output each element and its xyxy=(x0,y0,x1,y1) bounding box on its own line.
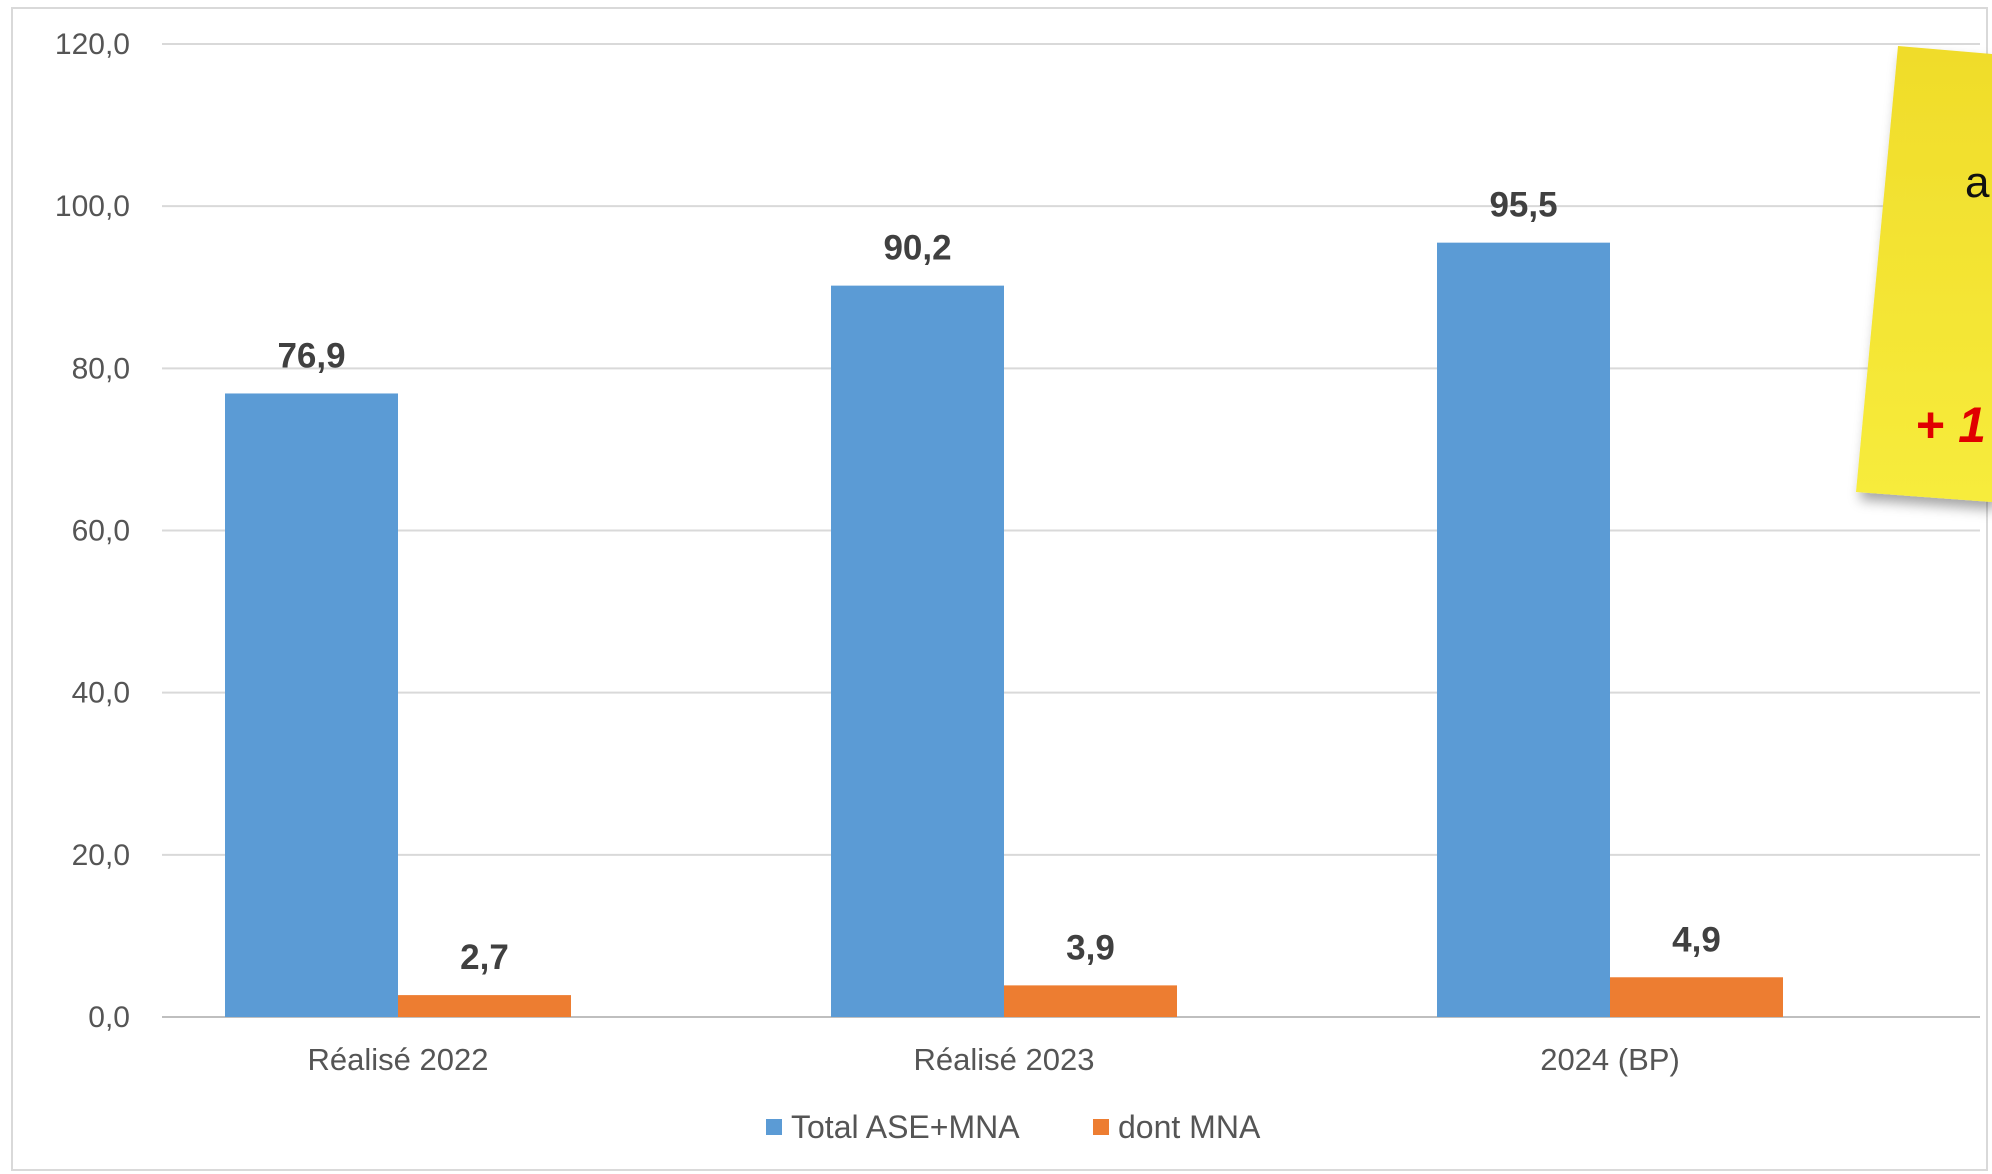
x-category-label: 2024 (BP) xyxy=(1540,1042,1680,1077)
y-tick-label: 20,0 xyxy=(72,839,130,872)
legend: Total ASE+MNA dont MNA xyxy=(766,1109,1261,1145)
data-label: 3,9 xyxy=(1066,928,1115,967)
x-axis: Réalisé 2022 Réalisé 2023 2024 (BP) xyxy=(308,1042,1680,1077)
legend-swatch xyxy=(766,1119,782,1135)
x-category-label: Réalisé 2023 xyxy=(914,1042,1095,1077)
bar-mna xyxy=(1004,985,1177,1017)
legend-label: dont MNA xyxy=(1118,1109,1261,1145)
data-label: 2,7 xyxy=(460,938,509,977)
y-tick-label: 100,0 xyxy=(55,190,130,223)
bar-total xyxy=(225,393,398,1017)
data-labels: 76,9 2,7 90,2 3,9 95,5 4,9 xyxy=(277,186,1720,977)
data-label: 4,9 xyxy=(1672,920,1721,959)
sticky-note-paper xyxy=(1856,46,1992,502)
y-tick-label: 40,0 xyxy=(72,677,130,710)
bar-mna xyxy=(1610,977,1783,1017)
bar-total xyxy=(831,285,1004,1018)
y-tick-label: 80,0 xyxy=(72,352,130,385)
x-category-label: Réalisé 2022 xyxy=(308,1042,489,1077)
legend-swatch xyxy=(1093,1119,1109,1135)
y-tick-label: 0,0 xyxy=(88,1001,130,1034)
data-label: 90,2 xyxy=(883,229,951,268)
legend-label: Total ASE+MNA xyxy=(791,1109,1020,1145)
sticky-note-text: a xyxy=(1965,158,1990,207)
data-label: 95,5 xyxy=(1489,186,1557,225)
y-tick-label: 60,0 xyxy=(72,515,130,548)
data-label: 76,9 xyxy=(277,336,345,375)
y-tick-label: 120,0 xyxy=(55,28,130,61)
y-axis: 0,0 20,0 40,0 60,0 80,0 100,0 120,0 xyxy=(55,28,130,1034)
bar-total xyxy=(1437,242,1610,1017)
sticky-note: a + 1 xyxy=(1856,46,1992,502)
bar-mna xyxy=(398,995,571,1017)
sticky-note-highlight: + 1 xyxy=(1915,397,1986,453)
bars xyxy=(225,242,1783,1018)
